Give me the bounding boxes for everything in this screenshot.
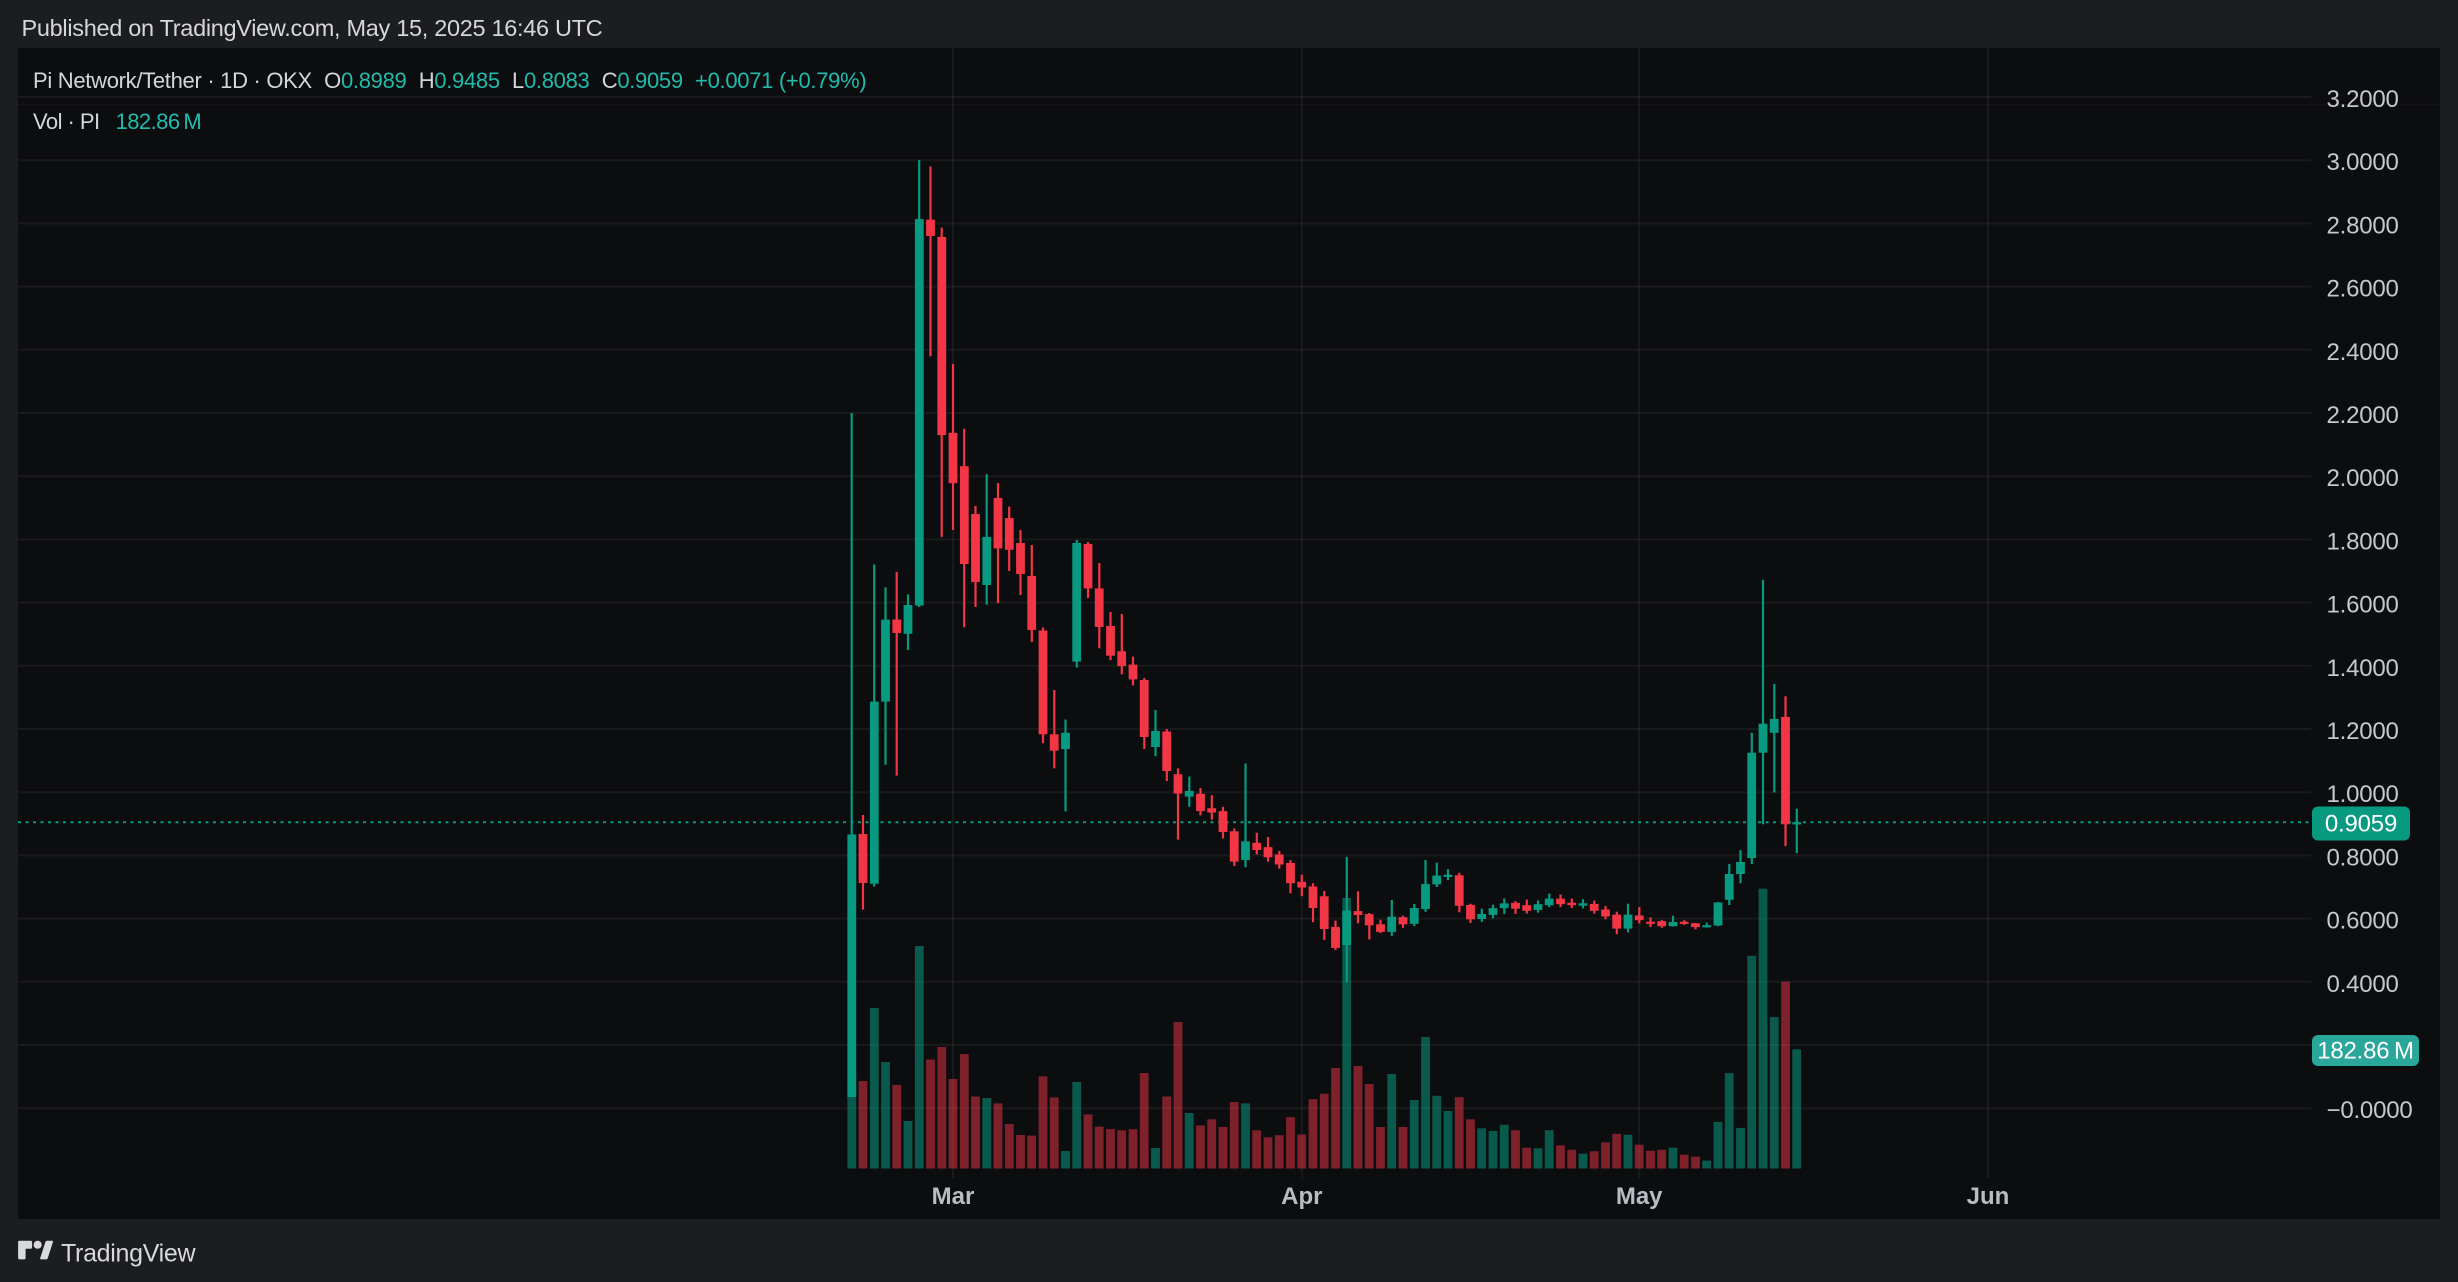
svg-text:Jun: Jun (1967, 1183, 2010, 1210)
svg-text:0.4000: 0.4000 (2327, 971, 2399, 998)
svg-text:3.2000: 3.2000 (2327, 86, 2399, 113)
svg-text:1.2000: 1.2000 (2327, 718, 2399, 745)
svg-text:Pi Network/Tether · 1D · OKX: Pi Network/Tether · 1D · OKX O0.8989 H0.… (33, 68, 866, 93)
svg-text:1.4000: 1.4000 (2327, 655, 2399, 682)
svg-text:1.8000: 1.8000 (2327, 528, 2399, 555)
svg-text:1.0000: 1.0000 (2327, 781, 2399, 808)
svg-text:TradingView: TradingView (61, 1240, 197, 1268)
svg-text:May: May (1616, 1183, 1663, 1210)
svg-text:0.8000: 0.8000 (2327, 844, 2399, 871)
svg-text:−0.0000: −0.0000 (2327, 1097, 2413, 1124)
svg-text:2.8000: 2.8000 (2327, 212, 2399, 239)
svg-text:0.9059: 0.9059 (2325, 811, 2397, 838)
svg-text:3.0000: 3.0000 (2327, 149, 2399, 176)
svg-text:Vol · PI 182.86 M: Vol · PI 182.86 M (33, 109, 201, 134)
svg-text:1.6000: 1.6000 (2327, 592, 2399, 619)
svg-text:Mar: Mar (932, 1183, 975, 1210)
svg-text:Published on TradingView.com,: Published on TradingView.com, May 15, 20… (22, 15, 603, 41)
svg-text:2.6000: 2.6000 (2327, 276, 2399, 303)
svg-text:2.2000: 2.2000 (2327, 402, 2399, 429)
svg-text:0.6000: 0.6000 (2327, 908, 2399, 935)
svg-text:2.0000: 2.0000 (2327, 465, 2399, 492)
svg-text:Apr: Apr (1281, 1183, 1322, 1210)
svg-text:2.4000: 2.4000 (2327, 339, 2399, 366)
svg-text:182.86 M: 182.86 M (2317, 1038, 2414, 1065)
